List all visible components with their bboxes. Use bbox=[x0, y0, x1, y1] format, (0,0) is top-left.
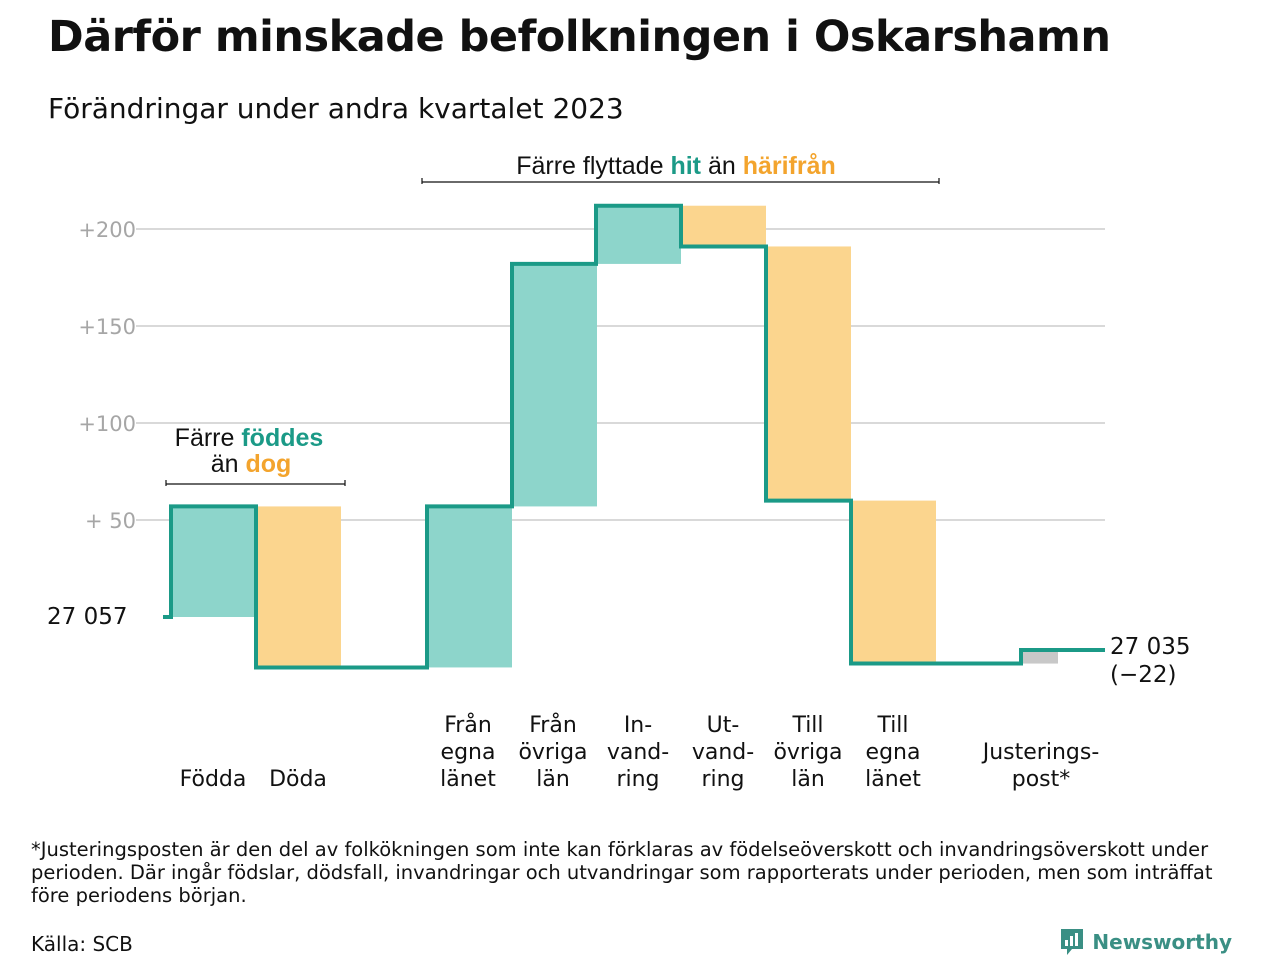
y-tick-label: +200 bbox=[78, 218, 136, 242]
migration-annotation: Färre flyttade hit än härifrån bbox=[421, 152, 940, 184]
category-label: Till övriga län bbox=[773, 713, 842, 792]
end-value-label: 27 035 bbox=[1110, 634, 1190, 660]
bar-från-övriga-län bbox=[512, 263, 597, 507]
newsworthy-logo-icon bbox=[1061, 929, 1084, 955]
chart-subtitle: Förändringar under andra kvartalet 2023 bbox=[48, 92, 624, 125]
footnote: *Justeringsposten är den del av folkökni… bbox=[31, 838, 1213, 907]
bars bbox=[171, 205, 1058, 668]
bar-döda bbox=[256, 506, 341, 668]
annotation-prefix: Färre bbox=[175, 424, 235, 452]
y-tick-label: + 50 bbox=[85, 509, 136, 533]
annotation-middle: än bbox=[211, 450, 239, 478]
bar-till-egna-länet bbox=[851, 500, 936, 664]
category-label: Födda bbox=[180, 767, 247, 792]
start-value-label: 27 057 bbox=[47, 604, 127, 630]
annotation-middle: än bbox=[708, 152, 736, 180]
bar-födda bbox=[171, 506, 256, 617]
annotation-bracket bbox=[165, 480, 346, 486]
annotation-highlight-away: härifrån bbox=[743, 152, 836, 180]
bar-invandring bbox=[596, 205, 681, 264]
end-change-label: (−22) bbox=[1110, 662, 1176, 688]
category-labels: Födda Döda Från egna länet Från övriga län In-va… bbox=[180, 712, 1100, 792]
category-label: Justerings-post* bbox=[981, 740, 1100, 792]
gridlines: +200 +150 +100 + 50 bbox=[78, 218, 1105, 533]
svg-text:än dog: än dog bbox=[211, 450, 292, 478]
annotation-bracket bbox=[421, 178, 940, 184]
births-deaths-annotation: Färre föddes än dog bbox=[165, 424, 346, 486]
annotation-highlight-born: föddes bbox=[241, 424, 323, 452]
category-label: Från övriga län bbox=[518, 712, 587, 792]
bar-från-egna-länet bbox=[427, 506, 512, 668]
annotation-highlight-died: dog bbox=[245, 450, 291, 478]
annotation-highlight-here: hit bbox=[670, 152, 701, 180]
category-label: Ut-vand-ring bbox=[692, 713, 754, 792]
bar-utvandring bbox=[681, 205, 766, 247]
category-label: Döda bbox=[269, 767, 327, 792]
y-tick-label: +100 bbox=[78, 412, 136, 436]
source-label: Källa: SCB bbox=[31, 932, 133, 956]
chart-title: Därför minskade befolkningen i Oskarsham… bbox=[48, 12, 1111, 62]
category-label: Till egna länet bbox=[865, 713, 921, 792]
newsworthy-logo-text: Newsworthy bbox=[1092, 930, 1232, 954]
running-total-line bbox=[163, 203, 1105, 670]
svg-text:Färre flyttade hit än härifrån: Färre flyttade hit än härifrån bbox=[516, 152, 836, 180]
step-line bbox=[163, 203, 1105, 670]
y-tick-label: +150 bbox=[78, 315, 136, 339]
category-label: Från egna länet bbox=[440, 712, 496, 792]
svg-text:Färre föddes: Färre föddes bbox=[175, 424, 324, 452]
annotation-prefix: Färre flyttade bbox=[516, 152, 663, 180]
newsworthy-logo: Newsworthy bbox=[1060, 928, 1232, 956]
bar-justeringspost bbox=[1021, 649, 1058, 664]
bar-till-övriga-län bbox=[766, 246, 851, 501]
category-label: In-vand-ring bbox=[607, 713, 669, 792]
